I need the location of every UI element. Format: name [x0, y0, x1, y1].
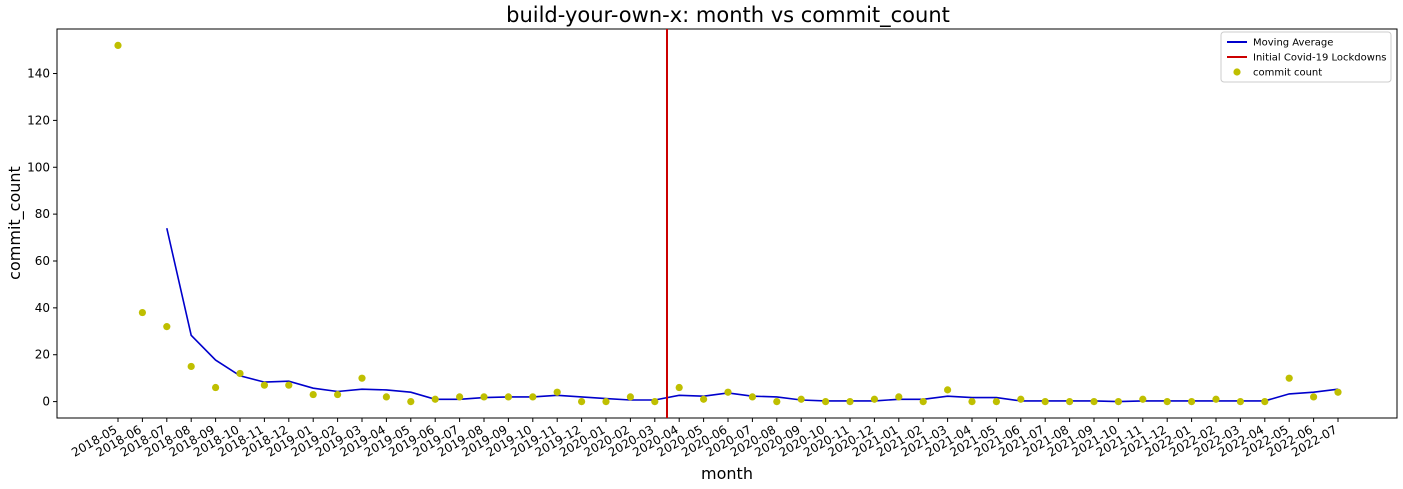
commit-count-point: [1310, 393, 1318, 401]
commit-count-point: [578, 397, 586, 406]
commit-count-point: [431, 395, 439, 403]
commit-count-point: [700, 395, 708, 403]
commit-count-point: [1066, 397, 1074, 406]
legend-box: [1220, 31, 1392, 83]
commit-count-point: [870, 395, 879, 403]
y-tick-label: 80: [35, 207, 50, 221]
plot-frame: [56, 28, 1398, 419]
commit-count-point: [480, 393, 488, 401]
commit-count-point: [1334, 388, 1342, 396]
commit-count-point: [236, 369, 244, 378]
y-tick-label: 0: [42, 395, 50, 409]
commit-count-point: [1236, 397, 1244, 406]
commit-count-point: [944, 386, 952, 394]
y-tick-label: 40: [35, 301, 50, 315]
commit-count-point: [456, 393, 464, 401]
commit-count-point: [334, 390, 342, 399]
commit-count-point: [407, 397, 415, 406]
y-axis-label: commit_count: [5, 166, 25, 280]
commit-count-point: [1041, 397, 1049, 406]
commit-count-point: [1139, 395, 1147, 403]
commit-count-point: [163, 323, 171, 331]
commit-count-point: [1261, 397, 1269, 406]
commit-count-point: [1163, 397, 1171, 406]
commit-count-point: [846, 397, 854, 406]
commit-count-point: [1212, 395, 1220, 403]
commit-count-point: [1114, 397, 1122, 406]
plot-area: 0204060801001201402018-052018-062018-072…: [27, 28, 1398, 460]
commit-count-point: [724, 388, 732, 396]
y-tick-label: 120: [27, 113, 50, 127]
legend-swatch: [1233, 68, 1241, 76]
y-tick-label: 20: [35, 348, 50, 362]
commit-count-point: [748, 393, 757, 401]
commit-count-point: [212, 383, 220, 392]
commit-count-point: [260, 381, 268, 389]
chart-title: build-your-own-x: month vs commit_count: [506, 3, 950, 28]
commit-count-point: [114, 41, 122, 50]
commit-count-point: [626, 393, 635, 401]
commit-count-point: [797, 395, 805, 403]
series-moving-average-line: [166, 228, 1339, 403]
commit-count-point: [675, 383, 683, 392]
commit-count-point: [504, 393, 512, 401]
y-tick-label: 60: [35, 254, 50, 268]
y-tick-label: 100: [27, 160, 50, 174]
commit-count-point: [1188, 397, 1196, 406]
commit-count-point: [1285, 374, 1293, 382]
commit-count-point: [138, 308, 146, 317]
y-tick-label: 140: [27, 67, 50, 81]
x-axis-label: month: [701, 464, 753, 483]
commit-count-point: [919, 397, 927, 406]
commit-count-point: [553, 388, 561, 396]
commit-count-point: [529, 393, 537, 401]
commit-count-point: [382, 393, 390, 401]
legend-label: Moving Average: [1253, 38, 1333, 49]
commit-count-point: [309, 390, 317, 399]
commit-count-point: [285, 381, 293, 389]
commit-count-point: [773, 397, 781, 406]
commit-count-point: [968, 397, 976, 406]
commit-count-point: [992, 397, 1001, 406]
commit-count-point: [1017, 395, 1025, 403]
commit-count-point: [358, 374, 366, 382]
commit-count-point: [187, 362, 195, 371]
legend-label: Initial Covid-19 Lockdowns: [1253, 53, 1387, 64]
commit-count-point: [1090, 397, 1098, 406]
legend: Moving Average Initial Covid-19 Lockdowns…: [1220, 31, 1392, 83]
commit-count-point: [651, 397, 659, 406]
legend-label: commit count: [1253, 68, 1322, 79]
commit-count-point: [895, 393, 903, 401]
commit-count-point: [602, 397, 610, 406]
commit-count-point: [822, 397, 830, 406]
